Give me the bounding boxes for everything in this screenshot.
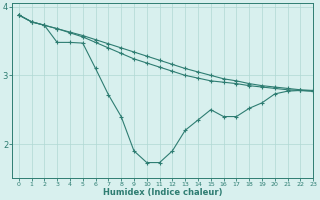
X-axis label: Humidex (Indice chaleur): Humidex (Indice chaleur) [103, 188, 222, 197]
